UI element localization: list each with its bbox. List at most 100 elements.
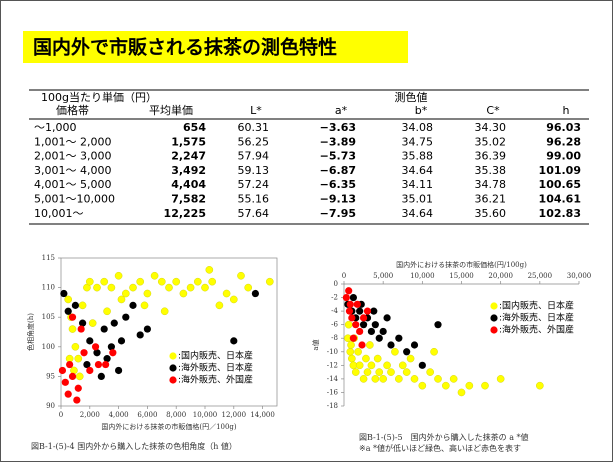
- table-cell: ～1,000: [34, 121, 77, 134]
- x-tick-label: 12,000: [222, 411, 247, 419]
- data-point: [115, 366, 123, 375]
- y-axis-label: a値: [311, 339, 320, 350]
- data-point: [348, 354, 356, 363]
- data-point: [371, 375, 380, 383]
- legend-label: :海外販売、日本産: [499, 312, 574, 324]
- data-point: [68, 372, 77, 380]
- legend-swatch: [490, 314, 498, 322]
- data-point: [349, 334, 357, 342]
- data-point: [346, 347, 355, 356]
- data-point: [78, 301, 87, 310]
- data-point: [363, 307, 372, 315]
- data-point: [344, 320, 353, 329]
- table-cell: 34.30: [475, 121, 507, 134]
- data-point: [103, 355, 111, 363]
- data-point: [129, 301, 137, 309]
- table-cell: 2,001～ 3,000: [34, 150, 111, 163]
- y-tick-label: -18: [327, 402, 338, 410]
- data-point: [356, 327, 364, 336]
- data-point: [71, 342, 80, 351]
- y-tick-label: 0: [334, 280, 338, 288]
- data-point: [354, 347, 362, 356]
- slide-title: 国内外で市販される抹茶の測色特性: [33, 36, 337, 59]
- table-cell: 1,001～ 2,000: [34, 135, 111, 148]
- data-point: [398, 361, 407, 370]
- data-point: [86, 366, 94, 375]
- legend-label: :国内販売、日本産: [499, 300, 574, 312]
- data-point: [434, 375, 442, 383]
- data-point: [402, 368, 411, 376]
- column-header: h: [563, 104, 570, 117]
- figure-caption: ※a *値が低いほど緑色、高いほど赤色を表す: [359, 443, 521, 453]
- table-cell: 12,225: [164, 207, 206, 220]
- y-axis-label: 色相角度(h): [26, 313, 35, 351]
- table-cell: 7,582: [171, 193, 206, 206]
- y-tick-label: -12: [327, 361, 338, 369]
- data-point: [418, 381, 427, 390]
- x-tick-label: 0: [59, 411, 63, 419]
- data-point: [356, 307, 364, 315]
- data-point: [110, 319, 118, 327]
- column-header: L*: [250, 104, 262, 117]
- table-cell: −3.63: [320, 121, 356, 134]
- table-cell: 34.08: [402, 121, 434, 134]
- data-point: [143, 325, 151, 333]
- data-point: [367, 361, 376, 370]
- data-point: [100, 277, 108, 286]
- data-point: [391, 347, 399, 356]
- figure-caption: 図B-1-(5)-4 国内外から購入した抹茶の色相角度（h 値）: [31, 441, 237, 451]
- data-point: [387, 341, 395, 349]
- x-tick-label: 8,000: [166, 411, 186, 419]
- y-tick-label: -4: [331, 307, 338, 315]
- data-point: [77, 325, 85, 333]
- data-point: [61, 378, 69, 386]
- data-point: [351, 368, 360, 376]
- table-cell: 34.64: [402, 164, 434, 177]
- data-point: [406, 354, 415, 363]
- table-cell: −6.87: [320, 164, 356, 177]
- data-point: [122, 313, 130, 321]
- column-header: a*: [335, 104, 348, 117]
- table-cell: 34.78: [475, 178, 507, 191]
- data-point: [143, 289, 152, 298]
- y-tick-label: -6: [331, 321, 338, 329]
- data-point: [208, 277, 216, 286]
- data-point: [215, 301, 224, 310]
- data-point: [74, 354, 83, 363]
- table-cell: 102.83: [539, 207, 581, 220]
- data-point: [434, 321, 442, 329]
- data-point: [366, 341, 374, 349]
- data-point: [375, 334, 383, 342]
- data-point: [80, 349, 88, 357]
- data-point: [91, 343, 100, 351]
- data-point: [383, 361, 391, 370]
- table-cell: 654: [183, 121, 206, 134]
- data-point: [345, 287, 353, 295]
- column-header: 価格帯: [56, 103, 89, 117]
- table-cell: 35.38: [475, 164, 507, 177]
- legend-label: :海外販売、日本産: [178, 362, 253, 374]
- x-axis-label: 国内外における抹茶の市販価格(円／100g): [101, 422, 237, 431]
- data-point: [367, 327, 376, 336]
- data-point: [64, 307, 72, 315]
- y-tick-label: -8: [331, 334, 338, 342]
- column-header: b*: [415, 104, 428, 117]
- data-point: [426, 368, 434, 376]
- data-point: [160, 307, 169, 316]
- table-cell: 35.02: [475, 135, 507, 148]
- data-point: [403, 348, 411, 356]
- data-point: [122, 289, 130, 298]
- table-cell: −3.89: [320, 135, 356, 148]
- x-axis-label: 国内外における抹茶の市販価格(円/100g): [396, 260, 527, 269]
- data-point: [93, 283, 101, 292]
- x-tick-label: 0: [342, 272, 346, 280]
- data-point: [88, 319, 97, 327]
- data-point: [383, 314, 391, 322]
- data-point: [136, 277, 144, 286]
- x-tick-label: 10,000: [410, 272, 435, 280]
- data-point: [73, 396, 81, 404]
- data-point: [71, 301, 79, 309]
- data-point: [230, 337, 238, 345]
- table-cell: 55.16: [238, 193, 270, 206]
- table-cell: 35.88: [402, 150, 434, 163]
